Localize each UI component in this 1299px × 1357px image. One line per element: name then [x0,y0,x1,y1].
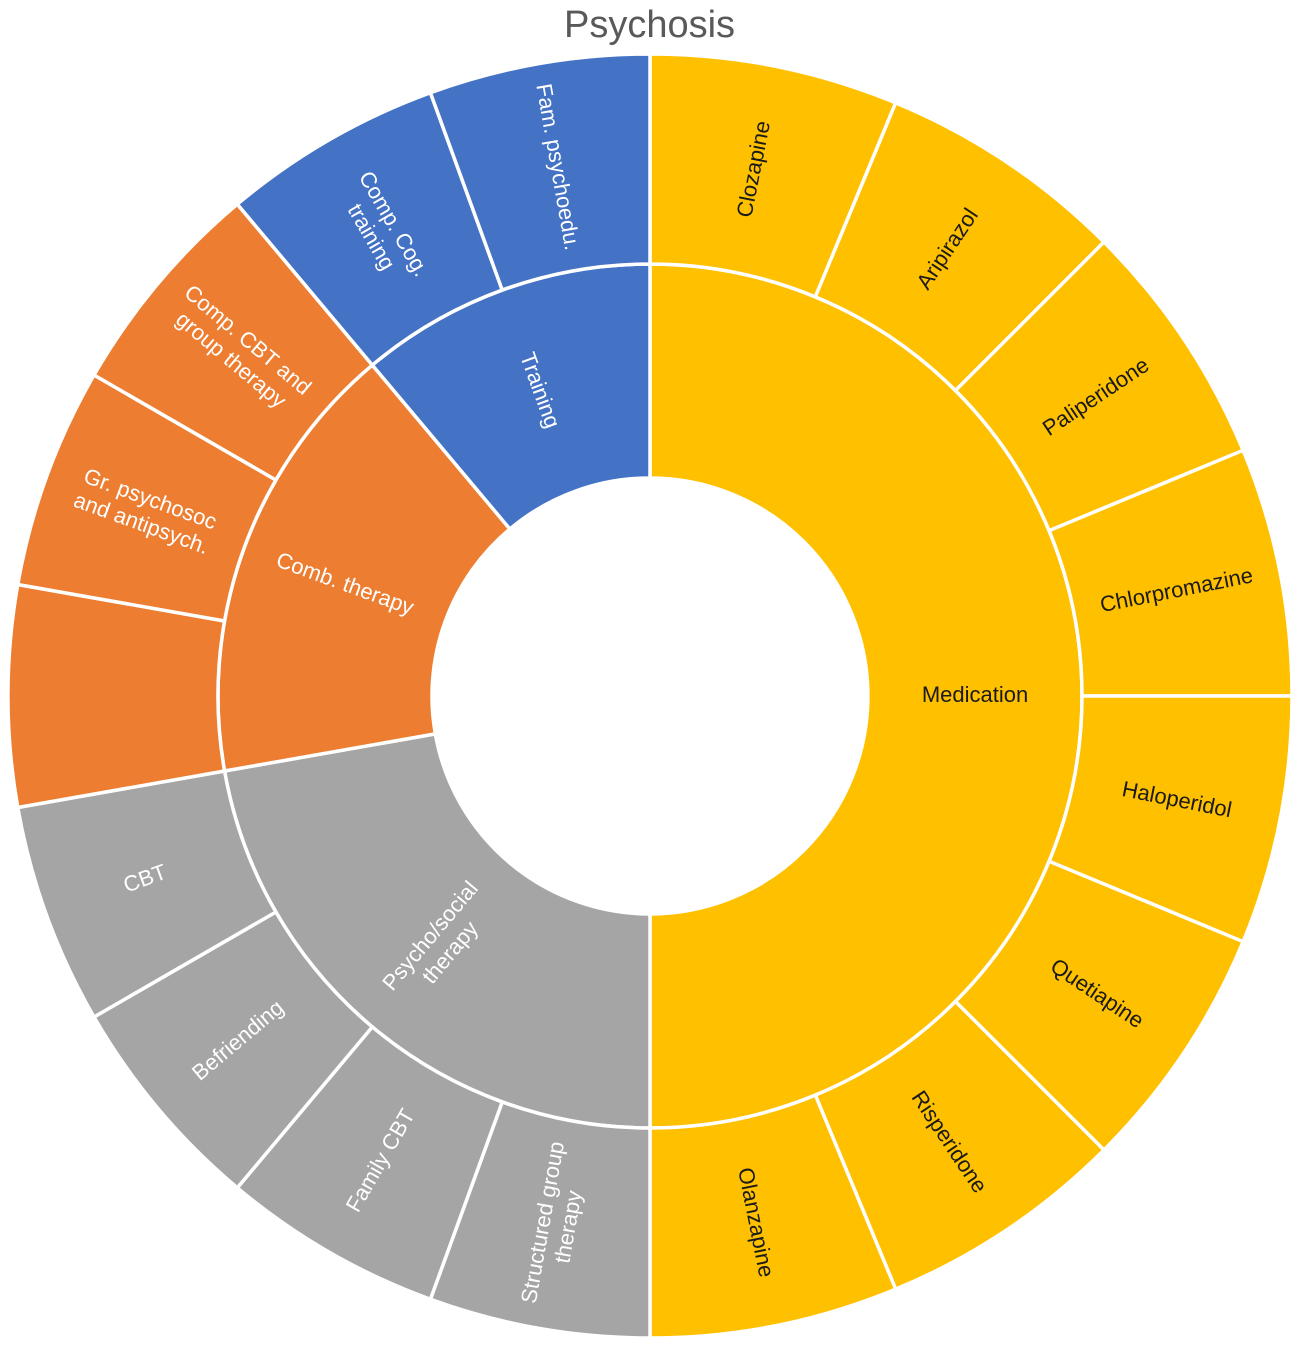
outer-segment-fam-psychoedu [428,52,652,292]
inner-label-medication: Medication [922,682,1028,707]
outer-segment-comb-therapy-item-0 [6,582,227,810]
inner-ring [216,262,1084,1130]
outer-ring [6,52,1294,1340]
chart-title: Psychosis [563,4,736,46]
